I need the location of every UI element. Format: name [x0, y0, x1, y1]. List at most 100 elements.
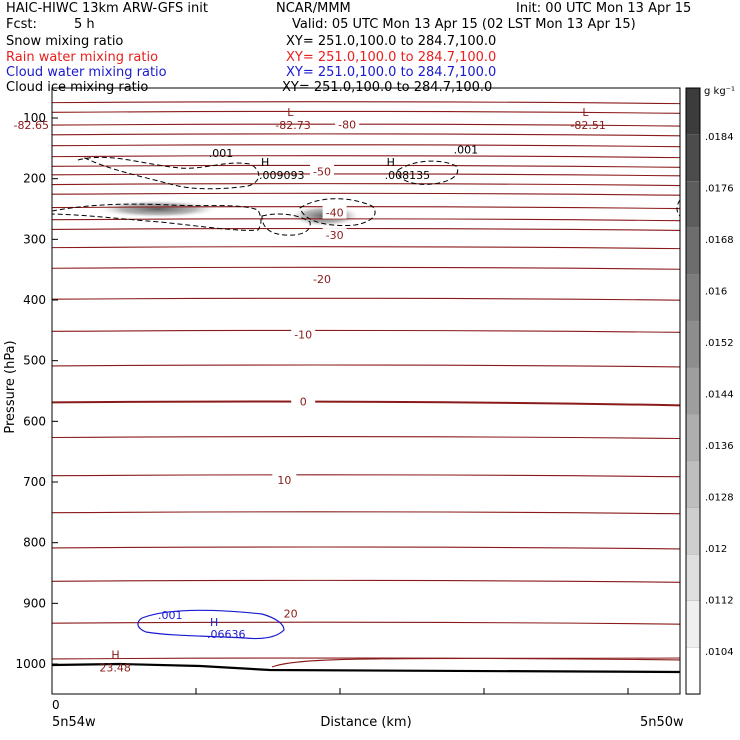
colorbar-segment	[685, 367, 701, 415]
temperature-contour	[52, 400, 680, 407]
cloud-ice-max-value: .008135	[385, 169, 431, 182]
colorbar-tick-label: .0184	[705, 132, 734, 143]
colorbar-segment	[685, 554, 701, 602]
temperature-extremum-mark: L	[582, 106, 589, 119]
field-cloudwater-name: Cloud water mixing ratio	[6, 65, 167, 80]
y-tick-label: 100	[23, 111, 46, 125]
cloud-ice-max-mark: H	[261, 156, 269, 169]
temperature-contour	[52, 657, 680, 661]
temperature-extremum-value: -82.73	[275, 119, 310, 132]
temperature-extremum-value: -82.65	[14, 119, 49, 132]
colorbar-segment	[685, 181, 701, 229]
temperature-label: -40	[326, 207, 344, 220]
temperature-contour	[52, 246, 680, 250]
temperature-label: -80	[338, 119, 356, 132]
y-tick-label: 800	[23, 536, 46, 550]
cloud-ice-contour	[397, 160, 459, 185]
temperature-contour	[52, 579, 680, 583]
colorbar-tick-label: .016	[705, 287, 727, 298]
y-tick-label: 500	[23, 354, 46, 368]
temperature-label: 0	[300, 395, 307, 408]
field-rain-name: Rain water mixing ratio	[6, 50, 159, 65]
temperature-contour	[52, 144, 680, 148]
colorbar-tick-label: .0144	[705, 390, 734, 401]
temperature-extremum-value: -82.51	[570, 119, 605, 132]
colorbar-segment	[685, 647, 701, 695]
colorbar-segment	[685, 600, 701, 649]
temperature-label-bg	[278, 606, 303, 620]
x-axis	[195, 688, 629, 694]
colorbar-segment	[685, 507, 701, 555]
temperature-label: -20	[313, 273, 331, 286]
cloud-ice-contours	[52, 156, 680, 236]
temperature-contour	[52, 297, 680, 301]
temperature-contour	[52, 266, 680, 270]
colorbar-segment	[685, 320, 701, 369]
colorbar-tick-label: .0168	[705, 235, 734, 246]
x-end-label: 5n50w	[640, 715, 684, 730]
y-tick-label: 1000	[15, 657, 46, 671]
temperature-contour	[52, 101, 680, 105]
temperature-contour	[52, 173, 680, 177]
temperature-contour	[52, 435, 680, 440]
colorbar-tick-label: .0104	[705, 647, 734, 658]
temperature-label: -10	[294, 329, 312, 342]
temperature-label: 10	[277, 474, 291, 487]
temperature-extremum-mark: H	[111, 648, 119, 661]
init-time: Init: 00 UTC Mon 13 Apr 15	[516, 1, 692, 16]
temperature-contour	[52, 329, 680, 333]
cloud-ice-contour	[77, 156, 260, 190]
cloud-ice-contour-label: .001	[209, 147, 234, 160]
colorbar-tick-label: .0128	[705, 493, 734, 504]
colorbar-segment	[685, 460, 701, 509]
colorbar-tick-label: .012	[705, 544, 727, 555]
y-axis-label: Pressure (hPa)	[3, 340, 18, 433]
temperature-contour	[52, 155, 680, 159]
org-label: NCAR/MMM	[276, 1, 351, 16]
temperature-contour	[52, 110, 680, 114]
colorbar-unit: g kg⁻¹	[704, 86, 735, 97]
cloud-ice-max-mark: H	[387, 156, 395, 169]
cloud-water-max-mark: H	[210, 616, 218, 629]
temperature-label-bg	[310, 271, 335, 285]
y-tick-label: 300	[23, 232, 46, 246]
temperature-contour	[52, 182, 680, 187]
temperature-extremum-mark: L	[287, 106, 294, 119]
temperature-label-bg	[322, 228, 347, 242]
x-start-label: 5n54w	[52, 715, 96, 730]
y-tick-label: 200	[23, 172, 46, 186]
cloud-water-max-value: .06636	[207, 628, 246, 641]
temperature-contour	[52, 164, 680, 168]
plot-frame	[51, 87, 681, 695]
temperature-contour	[271, 657, 680, 668]
fcst-label: Fcst:	[6, 17, 37, 32]
temperature-contour	[52, 133, 680, 137]
colorbar-tick-label: .0176	[705, 184, 734, 195]
temperature-extremum-value: 23.48	[99, 661, 130, 674]
field-rain-xy: XY= 251.0,100.0 to 284.7,100.0	[286, 50, 497, 65]
x-tick-label: 0	[52, 698, 60, 712]
colorbar-frame	[685, 87, 701, 695]
cloud-water-contour	[137, 609, 285, 640]
temperature-contour	[52, 511, 680, 515]
terrain-surface	[51, 662, 681, 674]
temperature-contour	[52, 218, 680, 222]
colorbar-tick-label: .0136	[705, 441, 734, 452]
temperature-contour	[52, 123, 680, 127]
temperature-label: -50	[313, 165, 331, 178]
temperature-contour	[52, 621, 680, 625]
y-tick-label: 600	[23, 414, 46, 428]
temperature-label-bg	[272, 473, 297, 487]
temperature-label-bg	[322, 205, 347, 219]
cloud-water-contour-label: .001	[158, 609, 183, 622]
colorbar-tick-label: .0112	[705, 596, 734, 607]
temperature-contour	[52, 192, 680, 196]
temperature-contour	[52, 474, 680, 478]
temperature-label-bg	[291, 327, 316, 341]
field-snow-xy: XY= 251.0,100.0 to 284.7,100.0	[286, 34, 497, 49]
temperature-contour	[52, 364, 680, 368]
fcst-value: 5 h	[74, 17, 95, 32]
temperature-label-bg	[291, 394, 316, 408]
field-snow-name: Snow mixing ratio	[6, 34, 124, 49]
